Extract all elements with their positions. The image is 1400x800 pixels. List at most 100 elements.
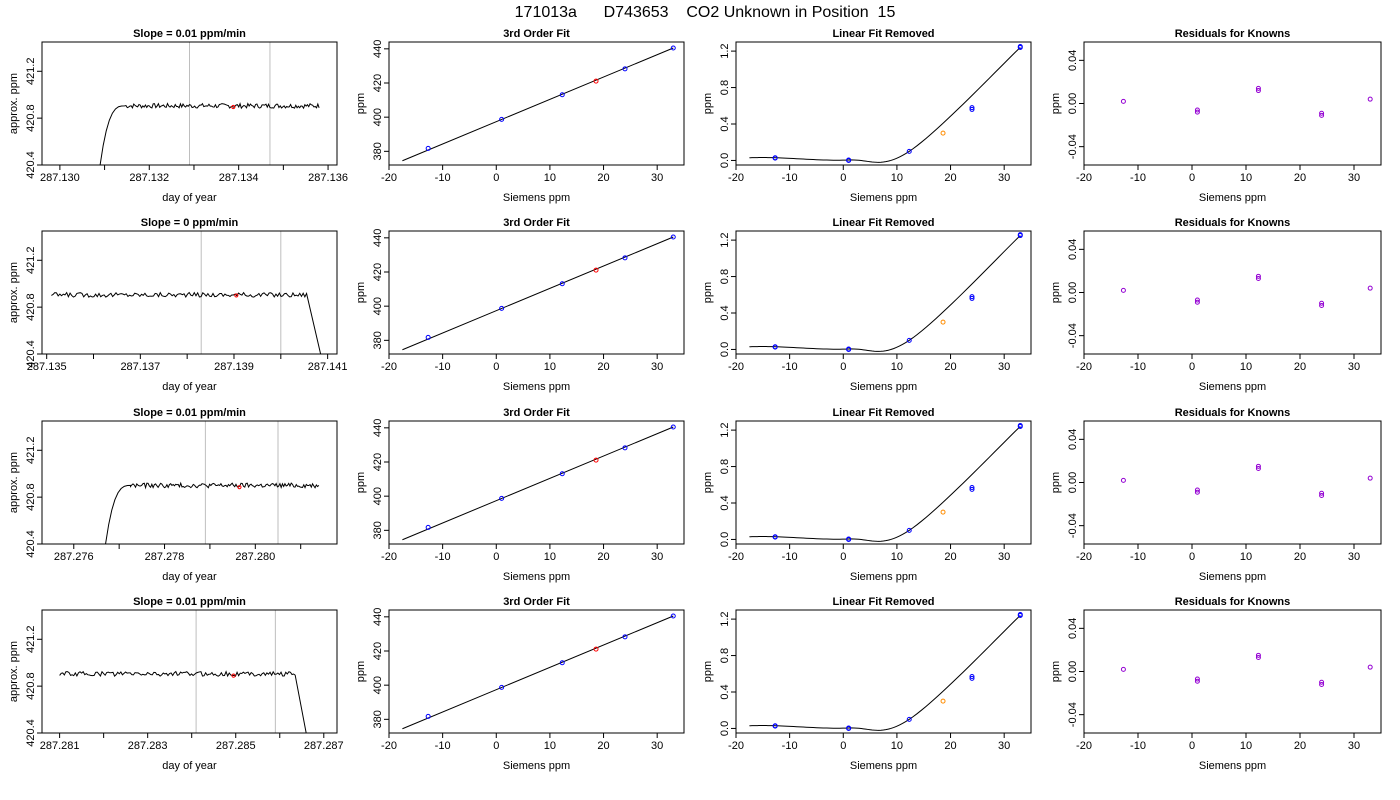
fit-line (402, 236, 674, 351)
x-tick-label: -20 (728, 740, 744, 752)
x-tick-label: 287.130 (40, 172, 80, 184)
y-axis-label: ppm (702, 93, 714, 114)
x-tick-label: 287.132 (129, 172, 169, 184)
y-tick-label: 420.4 (25, 340, 37, 368)
panel-title: 3rd Order Fit (503, 596, 570, 608)
plot-area (749, 232, 1023, 352)
known-point (1319, 110, 1325, 116)
x-axis-label: Siemens ppm (1199, 571, 1266, 583)
known-point (846, 536, 852, 542)
fit-curve (749, 615, 1021, 731)
x-tick-label: 30 (1348, 361, 1360, 373)
y-tick-label: 0.4 (719, 305, 731, 320)
unknown-point (593, 646, 599, 652)
x-tick-label: 287.285 (216, 740, 256, 752)
x-tick-label: 0 (493, 740, 499, 752)
y-tick-label: 380 (372, 142, 384, 160)
known-point (1255, 275, 1261, 281)
x-tick-label: 287.141 (308, 361, 348, 373)
plot-frame (735, 230, 1032, 355)
known-point (772, 534, 778, 540)
plot-frame (1083, 41, 1382, 166)
x-tick-label: 20 (944, 740, 956, 752)
plot-frame (388, 420, 685, 545)
x-tick-label: 20 (944, 172, 956, 184)
known-point (1255, 273, 1261, 279)
x-tick-label: -20 (728, 551, 744, 563)
known-point (906, 527, 912, 533)
plot-frame (1083, 609, 1382, 734)
x-tick-label: 30 (651, 361, 663, 373)
known-point (1319, 679, 1325, 685)
plot-area (402, 45, 676, 162)
panel-1-1: Slope = 0.01 ppm/min 287.130 287.132 287.13… (8, 28, 348, 204)
x-axis-label: Siemens ppm (850, 760, 917, 772)
y-tick-label: 0.00 (1067, 472, 1079, 493)
y-tick-label: 0.8 (719, 269, 731, 284)
x-tick-label: 287.287 (304, 740, 344, 752)
known-point (425, 334, 431, 340)
y-tick-label: -0.04 (1067, 323, 1079, 348)
y-tick-label: 420 (372, 453, 384, 471)
unknown-point (940, 130, 946, 136)
panel-title: Linear Fit Removed (832, 28, 934, 40)
plot-area (749, 423, 1023, 542)
y-tick-label: 420.8 (25, 672, 37, 700)
y-tick-label: 0.4 (719, 684, 731, 699)
x-tick-label: 0 (493, 551, 499, 563)
x-tick-label: 0 (840, 172, 846, 184)
y-tick-label: 420.4 (25, 530, 37, 558)
x-tick-label: -10 (1130, 551, 1146, 563)
x-tick-label: -20 (381, 740, 397, 752)
panel-title: Residuals for Knowns (1175, 596, 1291, 608)
y-tick-label: 400 (372, 297, 384, 315)
known-point (1319, 681, 1325, 687)
x-tick-label: -20 (1076, 740, 1092, 752)
plot-frame (41, 230, 338, 355)
plot-area (402, 613, 676, 730)
fit-curve (749, 426, 1021, 542)
y-axis-label: ppm (702, 661, 714, 682)
x-tick-label: -10 (782, 551, 798, 563)
panel-4-2: 3rd Order Fit -20 -10 0 10 20 30 380 400 420 440 Si… (355, 596, 685, 772)
known-point (772, 155, 778, 161)
panel-1-3: Linear Fit Removed -20 -10 0 10 20 30 0.0 0.4 0.8… (702, 28, 1032, 204)
y-tick-label: 0.0 (719, 342, 731, 357)
y-tick-label: 420.8 (25, 293, 37, 321)
known-point (1194, 109, 1200, 115)
known-point (622, 634, 628, 640)
y-tick-label: 380 (372, 521, 384, 539)
plot-area (749, 44, 1023, 163)
plot-frame (735, 420, 1032, 545)
known-point (499, 684, 505, 690)
x-tick-label: 20 (1294, 740, 1306, 752)
plot-frame (41, 41, 338, 166)
known-point (969, 485, 975, 491)
x-tick-label: -10 (1130, 740, 1146, 752)
ppm-trace (105, 481, 320, 544)
x-tick-label: 10 (1240, 551, 1252, 563)
plot-area (1120, 273, 1373, 308)
y-axis-label: ppm (1050, 472, 1062, 493)
y-axis-label: ppm (1050, 93, 1062, 114)
plot-area (99, 42, 320, 165)
x-tick-label: -10 (782, 740, 798, 752)
x-tick-label: 20 (944, 361, 956, 373)
known-point (906, 337, 912, 343)
panel-title: Linear Fit Removed (832, 217, 934, 229)
x-tick-label: 30 (998, 740, 1010, 752)
y-tick-label: 0.04 (1067, 618, 1079, 639)
known-point (1255, 654, 1261, 660)
y-tick-label: 0.8 (719, 80, 731, 95)
unknown-point (940, 698, 946, 704)
x-tick-label: -10 (782, 172, 798, 184)
known-point (1017, 44, 1023, 50)
known-point (1255, 463, 1261, 469)
known-point (772, 723, 778, 729)
known-point (559, 660, 565, 666)
y-axis-label: approx. ppm (8, 641, 20, 702)
y-axis-label: approx. ppm (8, 452, 20, 513)
known-point (1194, 678, 1200, 684)
x-tick-label: 30 (651, 172, 663, 184)
y-tick-label: 440 (372, 608, 384, 626)
